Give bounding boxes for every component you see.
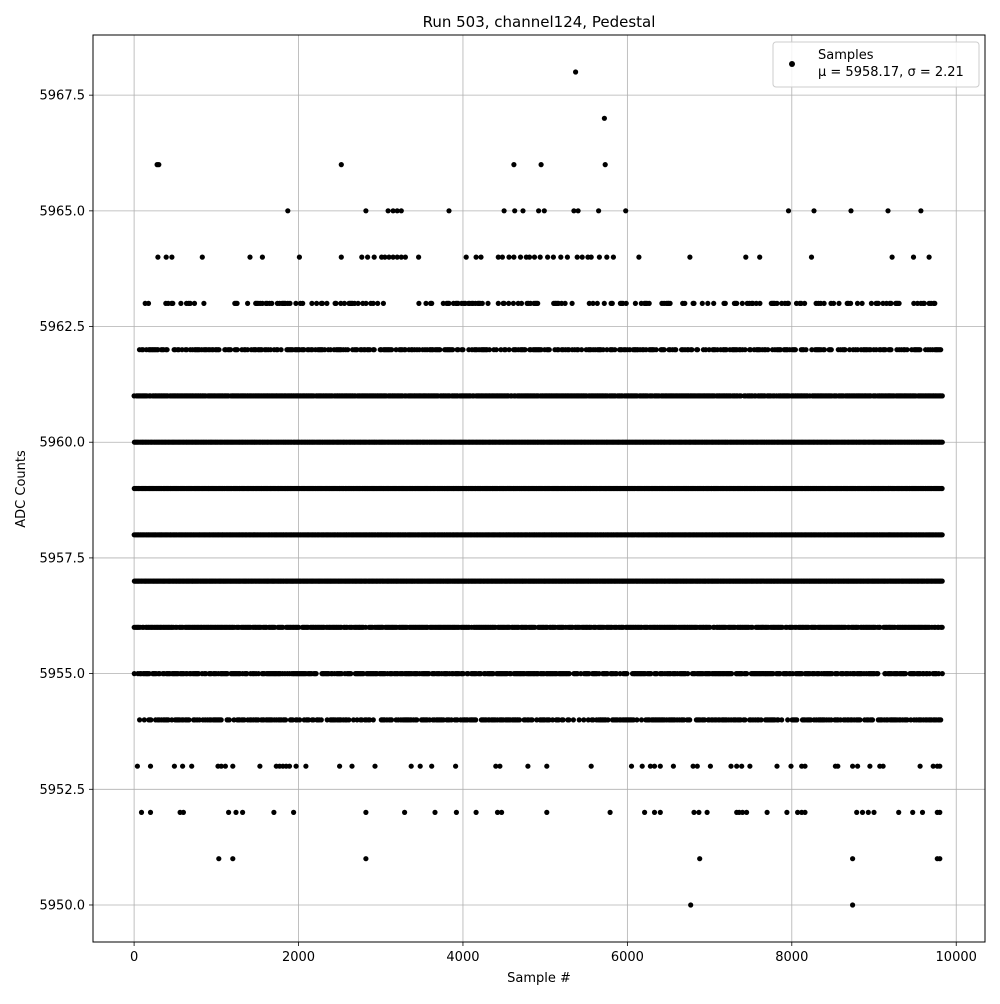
data-point xyxy=(685,671,690,676)
data-point xyxy=(794,717,799,722)
data-point xyxy=(283,717,288,722)
data-point xyxy=(414,717,419,722)
data-point xyxy=(744,671,749,676)
data-point xyxy=(870,717,875,722)
data-point xyxy=(389,717,394,722)
data-point xyxy=(348,671,353,676)
data-point xyxy=(561,717,566,722)
data-point xyxy=(530,717,535,722)
data-point xyxy=(567,671,572,676)
data-point xyxy=(940,440,945,445)
data-point xyxy=(729,671,734,676)
data-point xyxy=(219,717,224,722)
data-point xyxy=(687,717,692,722)
data-point xyxy=(742,717,747,722)
data-point xyxy=(940,671,945,676)
data-point xyxy=(346,717,351,722)
data-point xyxy=(227,717,232,722)
data-point xyxy=(624,671,629,676)
data-point xyxy=(186,717,191,722)
data-point xyxy=(517,717,522,722)
data-point xyxy=(314,671,319,676)
data-point xyxy=(940,625,945,630)
data-point xyxy=(566,717,571,722)
data-point xyxy=(903,671,908,676)
data-point xyxy=(297,717,302,722)
data-point xyxy=(148,717,153,722)
data-point xyxy=(875,671,880,676)
data-point xyxy=(137,717,142,722)
data-point xyxy=(142,717,147,722)
data-point xyxy=(581,717,586,722)
data-point xyxy=(473,717,478,722)
data-point xyxy=(940,579,945,584)
data-point xyxy=(940,486,945,491)
data-point xyxy=(371,717,376,722)
data-point xyxy=(577,717,582,722)
data-point xyxy=(571,717,576,722)
data-point xyxy=(319,717,324,722)
data-point xyxy=(938,717,943,722)
data-point xyxy=(857,717,862,722)
data-point xyxy=(940,532,945,537)
data-point xyxy=(605,717,610,722)
data-point xyxy=(634,717,639,722)
data-point xyxy=(779,717,784,722)
